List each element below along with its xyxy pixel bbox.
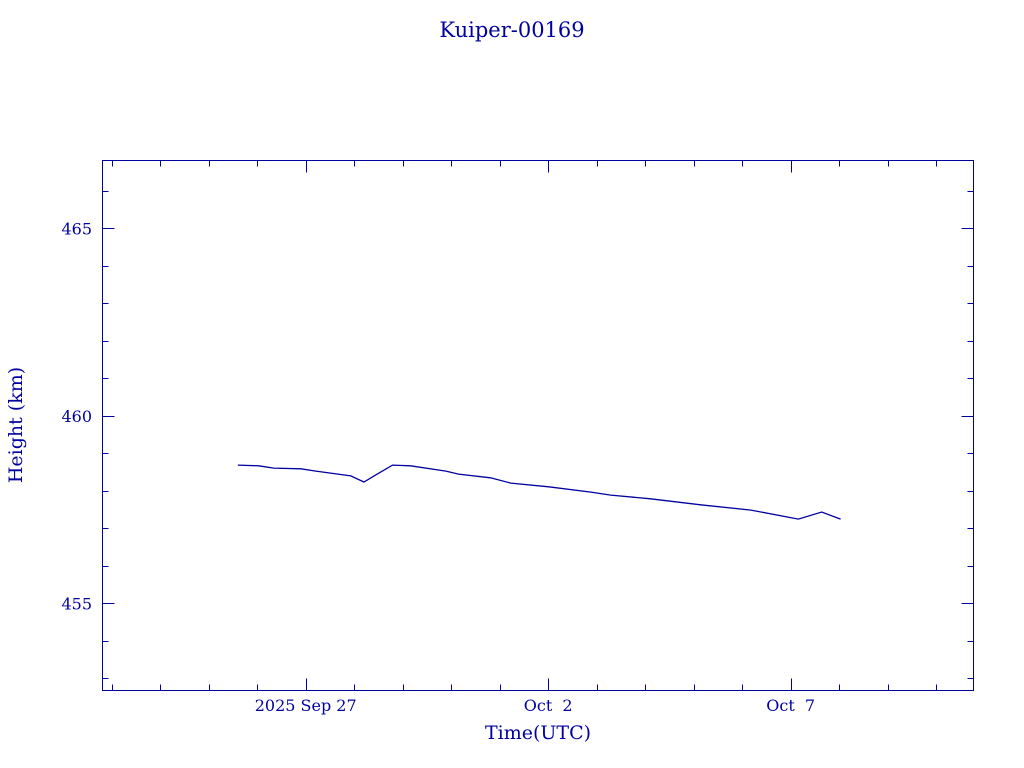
- y-tick-label: 465: [61, 219, 92, 238]
- y-axis-label: Height (km): [5, 367, 27, 483]
- x-axis-label: Time(UTC): [485, 722, 591, 744]
- plot-frame: [102, 160, 974, 691]
- series-line-height: [237, 464, 841, 520]
- y-tick-label: 455: [61, 594, 92, 613]
- x-tick-label: 2025 Sep 27: [255, 696, 357, 715]
- x-tick-label: Oct 2: [524, 696, 573, 715]
- chart-title: Kuiper-00169: [439, 18, 584, 42]
- y-tick-label: 460: [61, 407, 92, 426]
- x-tick-label: Oct 7: [766, 696, 815, 715]
